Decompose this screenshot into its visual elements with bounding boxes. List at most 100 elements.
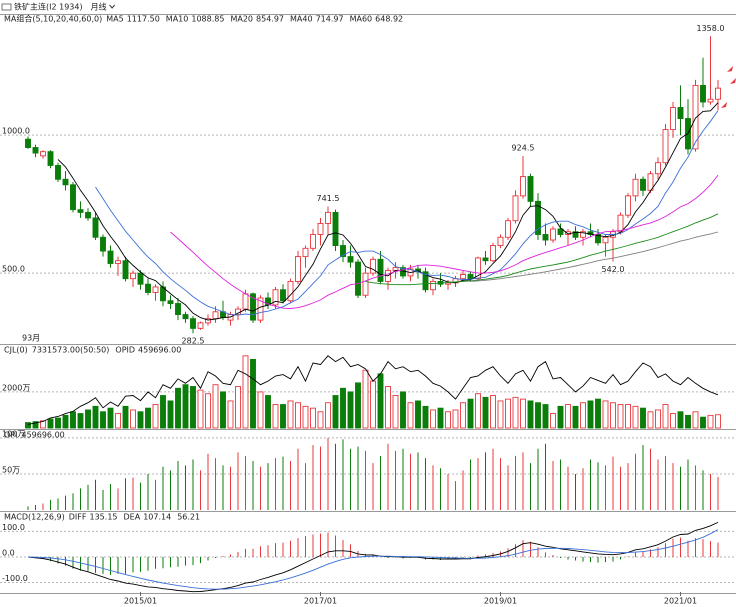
volume-bar [632,405,639,429]
candle-body [145,283,151,293]
volume-bar [85,409,91,429]
candle-body [460,274,466,280]
candle-body [115,260,121,264]
candle-body [32,147,39,154]
volume-bar [302,405,309,429]
volume-bar [182,384,189,429]
volume-bar [625,404,631,429]
volume-bar [557,405,564,429]
candle-body [580,231,586,238]
candle-body [340,245,346,258]
candle-body [482,257,489,262]
candle-body [332,211,339,246]
volume-bar [205,393,211,429]
volume-bar [647,411,654,429]
volume-bar [332,395,339,429]
volume-bar [475,393,481,429]
legend-entry: DIFF [69,513,87,522]
x-tick-label: 2021/01 [664,597,697,606]
volume-bar [25,422,31,429]
legend-entry: 56.21 [177,513,200,522]
volume-bar [242,355,249,429]
moving-average-line [170,174,719,309]
candle-body [677,107,684,119]
candle-body [490,245,496,262]
instrument-title[interactable]: 铁矿主连(I2 1934) [14,2,83,12]
candle-body [355,261,361,296]
volume-bar [520,398,526,429]
volume-bar [460,402,466,429]
candle-body [100,236,106,252]
period-selector[interactable]: 月线 [91,2,107,12]
candle-body [692,84,699,150]
candle-body [77,209,84,213]
volume-bar [32,421,39,429]
candle-body [190,318,196,329]
volume-bar [47,418,54,429]
y-tick-label: 50万 [2,465,20,474]
candle-body [287,280,294,302]
legend-entry: MA60 [350,15,373,24]
legend-entry: MA10 [166,15,189,24]
macd-line [27,521,719,593]
volume-bar [100,411,106,429]
candle-body [92,217,99,238]
volume-bar [272,404,279,429]
volume-bar [640,407,646,429]
candle-body [272,289,279,306]
volume-bar [325,402,331,429]
volume-bar [92,405,99,429]
candle-body [467,274,474,280]
title-icon [1,3,12,11]
candle-body [302,247,309,258]
legend-entry: MACD(12,26,9) [4,513,65,522]
candle-body [325,211,331,224]
volume-bar [160,395,166,429]
candle-body [497,236,504,246]
volume-bar [175,387,181,429]
volume-bar [505,398,511,429]
volume-bar [700,416,706,429]
candle-body [715,87,721,100]
volume-bar [587,400,594,429]
candle-body [655,162,661,175]
volume-bar [535,402,541,429]
candle-body [670,107,676,131]
candle-body [595,234,601,244]
volume-bar [347,391,354,429]
low-annotation: 542.0 [602,265,625,274]
volume-bar [707,414,714,429]
volume-bar [467,398,474,429]
volume-bar [692,411,699,429]
volume-bar [152,404,159,429]
volume-bar [197,389,204,429]
volume-bar [617,404,624,429]
candle-body [625,195,631,216]
legend-entry: 7331573.00(50:50) [32,346,110,355]
volume-bar [370,380,376,429]
candle-body [520,176,526,197]
volume-bar [685,414,691,429]
volume-bar [610,402,616,429]
volume-bar [77,413,84,429]
volume-bar [422,405,429,429]
candle-body [422,271,429,291]
candle-body [557,228,564,235]
legend-entry: 107.14 [143,513,171,522]
moving-average-line [365,213,719,286]
moving-average-line [57,102,719,321]
legend-entry: OPID [115,346,135,355]
volume-bar [250,358,256,429]
volume-bar [70,411,76,429]
volume-bar [602,400,609,429]
candle-body [632,178,639,197]
volume-bar [377,373,384,429]
candle-body [242,293,249,310]
volume-bar [280,404,286,429]
y-tick-label: 2000万 [2,383,30,392]
legend-entry: 714.97 [316,15,344,24]
volume-bar [55,417,61,429]
candle-body [347,256,354,263]
candle-body [512,195,519,222]
candle-body [70,184,76,211]
